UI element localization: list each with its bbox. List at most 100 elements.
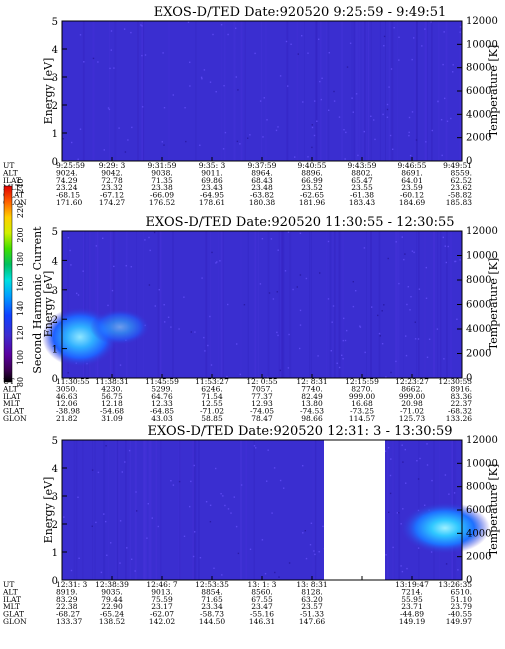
spectrogram-streak: [267, 231, 270, 378]
spectrogram-streak: [148, 440, 150, 580]
spectrogram-streak: [431, 21, 433, 161]
colorbar-scale: [3, 185, 13, 383]
spectrogram-speckle: [444, 474, 447, 476]
spectrogram-streak: [240, 231, 242, 378]
spectrogram-streak: [320, 21, 322, 161]
spectrogram-streak: [88, 231, 91, 378]
spectrogram-speckle: [305, 557, 308, 560]
table-cell: 9:25:59: [56, 161, 85, 170]
table-cell: 83.29: [56, 595, 78, 604]
table-cell: -67.12: [100, 191, 124, 200]
spectrogram-streak: [159, 231, 161, 378]
temperature-tick-label: 10000: [466, 39, 498, 50]
spectrogram-speckle: [389, 492, 392, 495]
spectrogram-speckle: [204, 350, 206, 352]
energy-tick-label: 4: [52, 256, 58, 267]
spectrogram-streak: [194, 440, 197, 580]
table-row-label: ILAT: [3, 392, 21, 401]
spectrogram-speckle: [148, 284, 151, 286]
table-cell: 8270.: [351, 384, 372, 393]
table-cell: 12:30:55: [438, 377, 472, 386]
spectrogram-speckle: [388, 86, 390, 88]
panel-3-title: EXOS-D/TED Date:920520 12:31: 3 - 13:30:…: [148, 424, 453, 439]
spectrogram-speckle: [268, 292, 271, 294]
spectrogram-speckle: [187, 21, 190, 23]
spectrogram-speckle: [102, 237, 104, 239]
table-cell: 46.63: [56, 392, 78, 401]
spectrogram-speckle: [331, 321, 333, 323]
table-cell: 9:37:59: [248, 161, 277, 170]
spectrogram-speckle: [410, 296, 412, 298]
spectrogram-speckle: [307, 156, 309, 158]
table-cell: 144.50: [199, 617, 225, 626]
table-cell: -44.89: [400, 610, 424, 619]
energy-tick-label: 2: [52, 315, 58, 326]
table-row-label: GLON: [3, 414, 27, 423]
spectrogram-speckle: [294, 156, 296, 158]
spectrogram-speckle: [319, 272, 321, 274]
spectrogram-streak: [315, 440, 317, 580]
colorbar-tick-label: 240: [16, 178, 25, 193]
spectrogram-streak: [366, 231, 367, 378]
spectrogram-speckle: [419, 457, 421, 460]
spectrogram-speckle: [343, 129, 345, 131]
table-cell: -63.82: [250, 191, 274, 200]
spectrogram-speckle: [417, 478, 420, 480]
spectrogram-streak: [398, 440, 401, 580]
spectrogram-streak: [94, 440, 96, 580]
spectrogram-speckle: [131, 126, 133, 129]
table-cell: -68.32: [448, 407, 472, 416]
temperature-tick-label: 10000: [466, 251, 498, 262]
spectrogram-speckle: [79, 128, 82, 130]
spectrogram-speckle: [299, 324, 302, 326]
spectrogram-streak: [370, 231, 372, 378]
table-cell: 12: 8:31: [296, 377, 327, 386]
spectrogram-speckle: [389, 134, 392, 137]
spectrogram-streak: [311, 231, 312, 378]
table-cell: -68.15: [56, 191, 80, 200]
table-cell: 12:38:39: [95, 580, 129, 589]
spectrogram-speckle: [224, 504, 226, 507]
spectrogram-speckle: [230, 512, 232, 514]
spectrogram-speckle: [222, 148, 225, 150]
spectrogram-speckle: [119, 520, 122, 522]
spectrogram-speckle: [149, 249, 151, 252]
spectrogram-streak: [342, 231, 344, 378]
table-cell: 11:38:31: [95, 377, 129, 386]
spectrogram-streak: [325, 21, 327, 161]
spectrogram-speckle: [91, 525, 93, 527]
spectrogram-speckle: [392, 546, 394, 549]
table-cell: -55.16: [250, 610, 274, 619]
spectrogram-speckle: [405, 482, 407, 484]
panel-3-intensity-blob: [400, 502, 490, 554]
spectrogram-speckle: [377, 314, 379, 317]
table-cell: 20.98: [401, 399, 423, 408]
energy-tick-label: 0: [52, 576, 58, 587]
spectrogram-streak: [160, 440, 161, 580]
spectrogram-streak: [125, 231, 128, 378]
spectrogram-speckle: [443, 358, 445, 360]
temperature-tick-label: 4000: [466, 324, 491, 335]
spectrogram-speckle: [444, 245, 446, 247]
spectrogram-speckle: [459, 259, 461, 261]
spectrogram-speckle: [151, 517, 153, 519]
spectrogram-speckle: [344, 158, 346, 160]
spectrogram-speckle: [318, 551, 320, 553]
spectrogram-speckle: [414, 321, 416, 323]
spectrogram-speckle: [443, 31, 445, 33]
spectrogram-speckle: [239, 373, 241, 376]
spectrogram-speckle: [402, 461, 404, 463]
table-cell: 9:35: 3: [199, 161, 226, 170]
spectrogram-speckle: [381, 310, 383, 312]
spectrogram-streak: [92, 440, 94, 580]
energy-tick-label: 1: [52, 548, 58, 559]
spectrogram-speckle: [279, 369, 281, 372]
spectrogram-speckle: [278, 576, 280, 578]
spectrogram-speckle: [203, 336, 205, 339]
spectrogram-speckle: [302, 101, 304, 103]
spectrogram-speckle: [79, 34, 82, 36]
spectrogram-speckle: [254, 52, 256, 55]
spectrogram-speckle: [207, 344, 209, 347]
spectrogram-speckle: [288, 562, 291, 564]
colorbar-ticks: 80 100 120 140 160 180 200 220 240: [16, 178, 25, 387]
